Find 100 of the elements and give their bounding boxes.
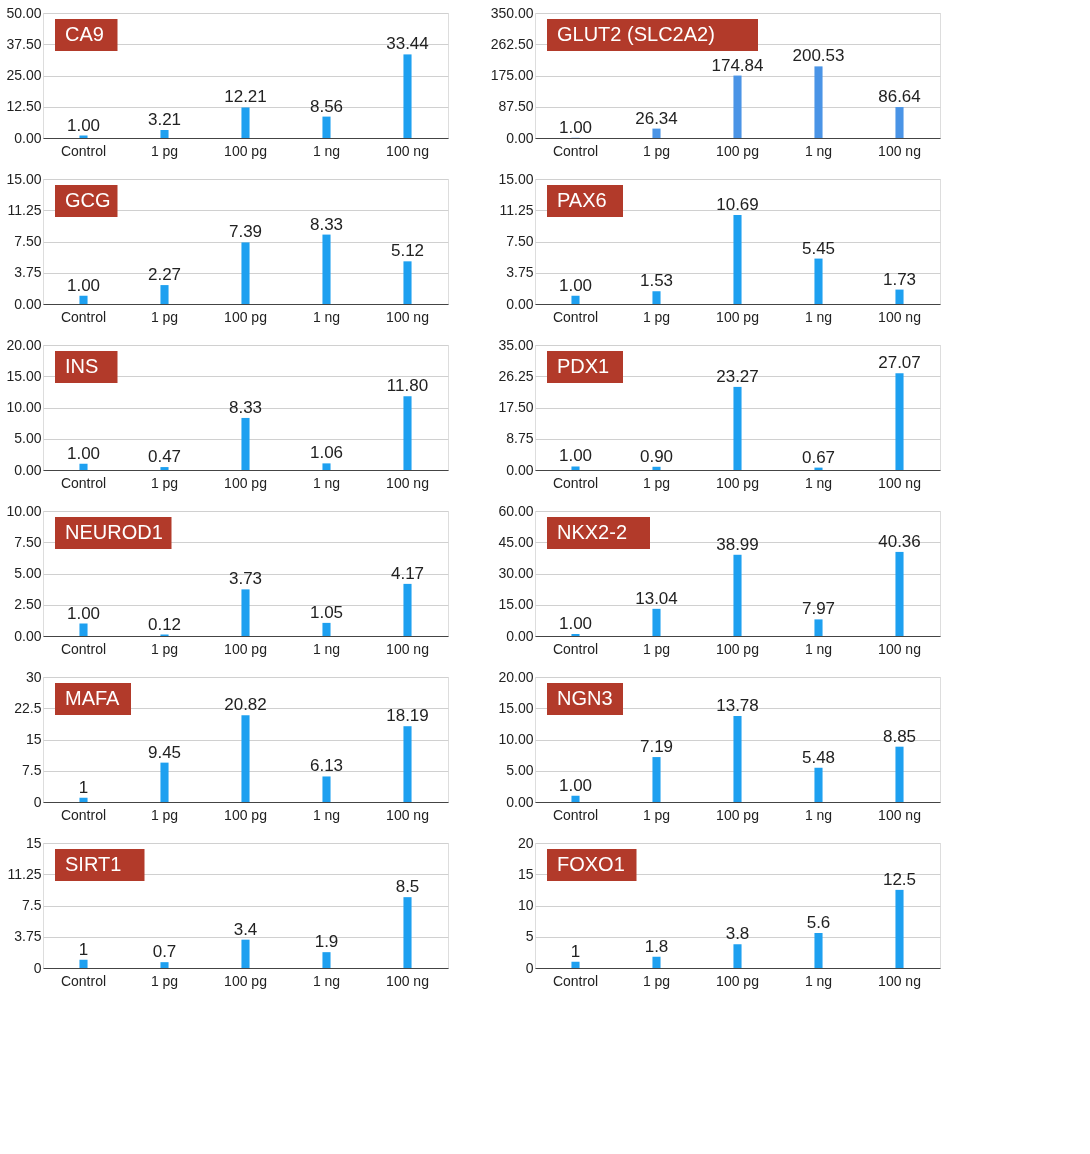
x-tick-label: 100 ng <box>386 308 429 325</box>
x-tick-label: 100 pg <box>716 806 759 823</box>
data-label: 1.00 <box>558 613 593 633</box>
x-tick-label: 1 ng <box>312 142 341 159</box>
y-tick-label: 15.00 <box>6 170 42 187</box>
bar <box>322 622 331 636</box>
x-tick-label: 100 ng <box>386 142 429 159</box>
y-tick-label: 7.50 <box>506 233 534 249</box>
data-label: 5.6 <box>806 913 831 932</box>
bar <box>79 295 88 304</box>
y-tick-label: 5.00 <box>506 762 534 779</box>
y-tick-label: 30 <box>25 668 42 685</box>
bar <box>403 396 412 470</box>
bar <box>652 291 661 304</box>
data-label: 7.19 <box>639 737 674 757</box>
data-label: 20.82 <box>224 695 267 715</box>
x-tick-label: 100 pg <box>224 806 267 823</box>
bar <box>571 466 580 470</box>
x-tick-label: 100 ng <box>386 806 429 823</box>
y-tick-label: 3.75 <box>14 928 42 945</box>
bar <box>160 285 169 304</box>
x-tick-label: 1 ng <box>804 142 833 159</box>
bar <box>895 373 904 470</box>
data-label: 1.8 <box>644 936 669 956</box>
bar <box>160 762 169 802</box>
data-label: 0.47 <box>147 447 182 467</box>
y-tick-label: 0.00 <box>506 129 534 146</box>
y-tick-label: 11.25 <box>7 201 42 218</box>
bar <box>733 554 742 636</box>
y-tick-label: 25.00 <box>6 67 42 83</box>
bar <box>241 715 250 802</box>
x-tick-label: 1 pg <box>150 806 179 823</box>
data-label: 8.5 <box>395 877 420 897</box>
bar <box>241 589 250 636</box>
y-tick-label: 10.00 <box>6 502 42 519</box>
bar <box>403 726 412 802</box>
x-tick-label: Control <box>60 474 107 491</box>
x-tick-label: 1 pg <box>150 308 179 325</box>
data-label: 1.05 <box>309 602 344 622</box>
x-tick-label: 1 ng <box>312 474 341 491</box>
x-tick-label: 1 pg <box>642 142 671 159</box>
x-tick-label: 100 pg <box>716 308 759 325</box>
data-label: 7.39 <box>228 222 263 242</box>
y-tick-label: 37.50 <box>6 35 42 52</box>
data-label: 1.00 <box>66 443 101 463</box>
x-tick-label: Control <box>60 308 107 325</box>
bar <box>571 295 580 304</box>
x-tick-label: 100 pg <box>224 308 267 325</box>
y-tick-label: 45.00 <box>498 533 534 550</box>
y-tick-label: 7.50 <box>14 233 42 249</box>
text: PDX1 <box>557 355 610 377</box>
bar <box>895 107 904 138</box>
text: GLUT2 (SLC2A2) <box>557 23 715 45</box>
data-label: 9.45 <box>147 742 182 762</box>
x-tick-label: 100 pg <box>224 640 267 657</box>
data-label: 23.27 <box>716 366 759 386</box>
y-tick-label: 10.00 <box>6 399 42 415</box>
y-tick-label: 20.00 <box>498 668 534 685</box>
x-tick-label: Control <box>60 142 107 159</box>
y-tick-label: 5 <box>525 928 534 945</box>
bar <box>403 54 412 138</box>
x-tick-label: 1 ng <box>804 308 833 325</box>
data-label: 1 <box>570 941 581 961</box>
data-label: 1.00 <box>558 117 593 137</box>
x-tick-label: 100 pg <box>716 142 759 159</box>
bar <box>571 633 580 636</box>
bar <box>403 583 412 636</box>
y-tick-label: 0.00 <box>506 793 534 810</box>
x-tick-label: 1 ng <box>312 308 341 325</box>
x-tick-label: 1 pg <box>642 972 671 989</box>
x-tick-label: 100 pg <box>224 474 267 491</box>
data-label: 1.06 <box>309 443 344 463</box>
y-tick-label: 15.00 <box>498 170 534 187</box>
x-tick-label: Control <box>60 806 107 823</box>
data-label: 1.73 <box>882 269 917 289</box>
y-tick-label: 15.00 <box>498 699 534 716</box>
y-tick-label: 7.50 <box>14 533 42 550</box>
text: CA9 <box>65 23 104 45</box>
x-tick-label: Control <box>552 806 599 823</box>
bar <box>652 956 661 968</box>
data-label: 3.73 <box>228 569 263 589</box>
data-label: 1 <box>78 777 89 797</box>
bar <box>733 944 742 968</box>
x-tick-label: Control <box>60 972 107 989</box>
bar <box>322 116 331 138</box>
bar <box>241 107 250 138</box>
y-tick-label: 2.50 <box>14 596 42 613</box>
x-tick-label: Control <box>552 640 599 657</box>
bar <box>652 608 661 636</box>
y-tick-label: 11.25 <box>499 201 534 218</box>
data-label: 86.64 <box>878 87 921 107</box>
data-label: 8.33 <box>309 214 344 234</box>
data-label: 18.19 <box>386 706 429 726</box>
data-label: 10.69 <box>716 194 759 214</box>
y-tick-label: 7.5 <box>22 762 42 779</box>
data-label: 26.34 <box>635 108 678 128</box>
bar <box>322 234 331 304</box>
x-tick-label: 100 ng <box>878 142 921 159</box>
bar <box>814 66 823 138</box>
y-tick-label: 17.50 <box>498 399 534 415</box>
